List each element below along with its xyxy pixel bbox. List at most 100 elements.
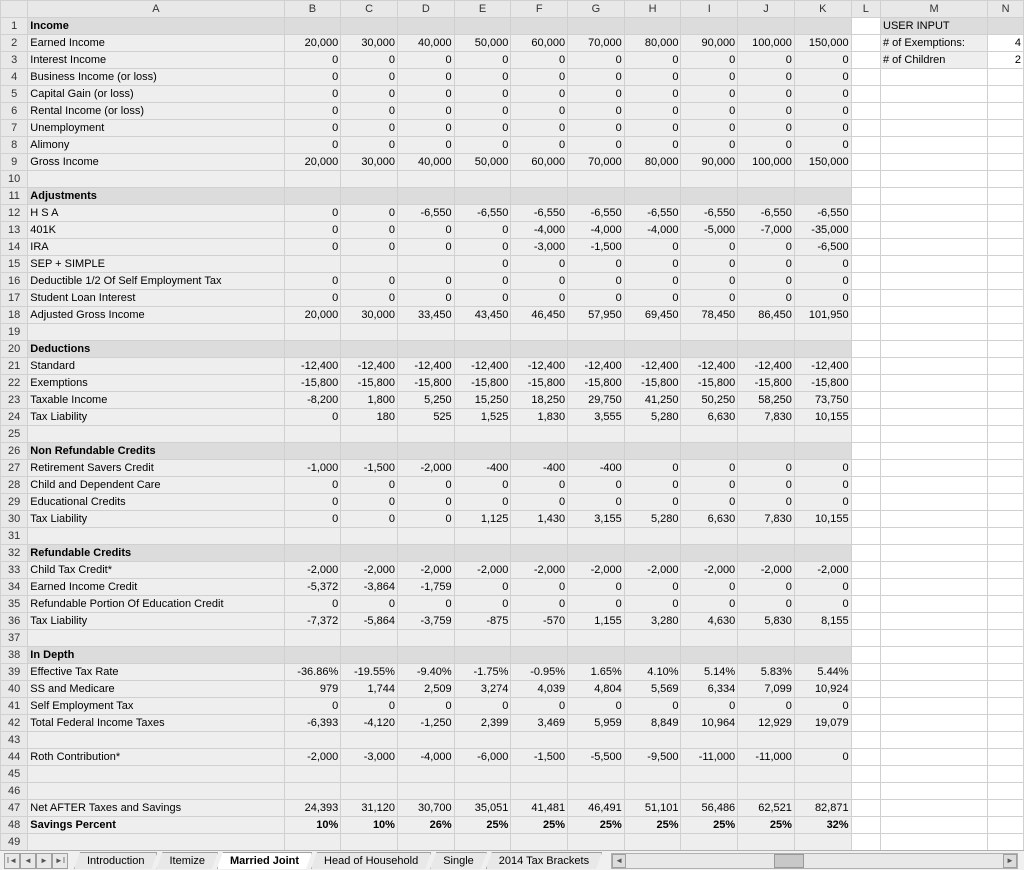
cell[interactable] [341,630,398,647]
row-label[interactable]: Retirement Savers Credit [28,460,284,477]
cell[interactable] [284,766,341,783]
cell[interactable] [568,630,625,647]
cell[interactable] [794,545,851,562]
cell[interactable] [341,647,398,664]
cell[interactable] [454,545,511,562]
cell[interactable] [851,426,880,443]
cell[interactable]: 8,849 [624,715,681,732]
cell[interactable] [511,341,568,358]
cell[interactable]: 6,334 [681,681,738,698]
row-label[interactable]: Earned Income [28,35,284,52]
cell[interactable] [28,783,284,800]
cell[interactable] [397,341,454,358]
cell[interactable] [454,324,511,341]
row-header-9[interactable]: 9 [1,154,28,171]
cell[interactable]: 10% [284,817,341,834]
cell[interactable]: 0 [397,103,454,120]
cell[interactable] [341,528,398,545]
cell[interactable]: 0 [794,579,851,596]
cell[interactable]: 0 [681,698,738,715]
sheet-tab-itemize[interactable]: Itemize [156,852,217,869]
cell[interactable]: 0 [511,103,568,120]
cell[interactable] [851,375,880,392]
cell[interactable] [794,443,851,460]
cell[interactable]: 0 [454,86,511,103]
row-label[interactable]: Gross Income [28,154,284,171]
cell[interactable]: 40,000 [397,154,454,171]
cell[interactable]: 0 [568,273,625,290]
cell[interactable] [851,681,880,698]
cell[interactable]: 0 [568,477,625,494]
cell[interactable] [988,783,1024,800]
cell[interactable] [794,766,851,783]
cell[interactable]: 0 [681,579,738,596]
cell[interactable]: -12,400 [284,358,341,375]
cell[interactable] [881,358,988,375]
cell[interactable]: -3,864 [341,579,398,596]
cell[interactable]: 20,000 [284,307,341,324]
row-label[interactable]: Unemployment [28,120,284,137]
section-header[interactable]: Deductions [28,341,284,358]
cell[interactable]: # of Children [881,52,988,69]
cell[interactable]: 100,000 [738,35,795,52]
cell[interactable] [341,188,398,205]
cell[interactable] [988,222,1024,239]
cell[interactable] [851,630,880,647]
cell[interactable]: 30,000 [341,154,398,171]
cell[interactable] [988,545,1024,562]
cell[interactable]: 41,481 [511,800,568,817]
column-header-H[interactable]: H [624,1,681,18]
cell[interactable]: -15,800 [341,375,398,392]
cell[interactable] [881,630,988,647]
cell[interactable]: 0 [341,205,398,222]
cell[interactable]: 12,929 [738,715,795,732]
cell[interactable] [851,545,880,562]
sheet-tab-2014-tax-brackets[interactable]: 2014 Tax Brackets [486,852,602,869]
column-header-L[interactable]: L [851,1,880,18]
cell[interactable]: 5,250 [397,392,454,409]
cell[interactable] [988,358,1024,375]
cell[interactable]: -570 [511,613,568,630]
cell[interactable]: 0 [284,222,341,239]
cell[interactable]: 78,450 [681,307,738,324]
row-header-19[interactable]: 19 [1,324,28,341]
cell[interactable]: 3,274 [454,681,511,698]
cell[interactable] [881,103,988,120]
cell[interactable]: 25% [454,817,511,834]
cell[interactable]: 0 [681,69,738,86]
cell[interactable] [851,341,880,358]
row-header-3[interactable]: 3 [1,52,28,69]
cell[interactable] [988,834,1024,851]
cell[interactable]: 0 [397,239,454,256]
cell[interactable] [511,783,568,800]
cell[interactable] [881,698,988,715]
cell[interactable]: 0 [284,69,341,86]
cell[interactable] [794,171,851,188]
row-label[interactable]: Roth Contribution* [28,749,284,766]
cell[interactable]: 0 [624,596,681,613]
row-label[interactable]: Exemptions [28,375,284,392]
cell[interactable] [738,443,795,460]
cell[interactable] [28,630,284,647]
row-label[interactable]: IRA [28,239,284,256]
cell[interactable] [851,443,880,460]
row-header-48[interactable]: 48 [1,817,28,834]
cell[interactable] [681,341,738,358]
cell[interactable]: 0 [794,137,851,154]
row-header-23[interactable]: 23 [1,392,28,409]
row-label[interactable]: Capital Gain (or loss) [28,86,284,103]
cell[interactable] [881,273,988,290]
cell[interactable] [568,647,625,664]
cell[interactable] [988,715,1024,732]
cell[interactable]: 0 [341,477,398,494]
cell[interactable]: -3,000 [341,749,398,766]
cell[interactable]: -400 [454,460,511,477]
cell[interactable] [881,664,988,681]
cell[interactable]: -4,000 [568,222,625,239]
cell[interactable]: 0 [284,205,341,222]
cell[interactable] [794,647,851,664]
cell[interactable]: -19.55% [341,664,398,681]
cell[interactable]: -7,372 [284,613,341,630]
cell[interactable]: 525 [397,409,454,426]
cell[interactable]: -3,000 [511,239,568,256]
